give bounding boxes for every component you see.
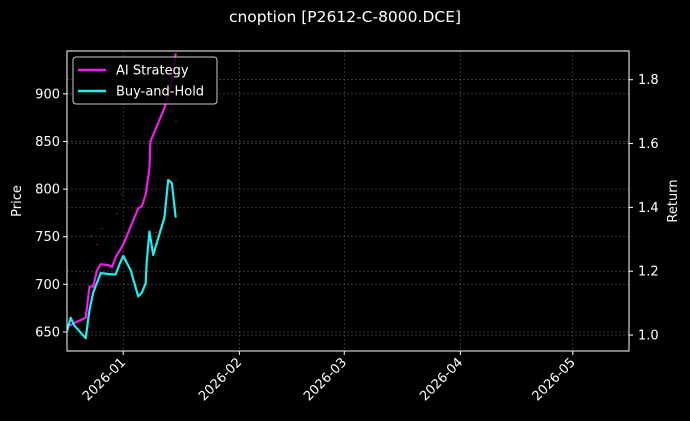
x-tick-label: 2026-03 [301,355,350,404]
y-right-tick-label: 1.2 [638,265,659,280]
y-left-tick-label: 650 [35,325,60,340]
buy-and-hold-line [67,178,177,340]
chart-title: cnoption [P2612-C-8000.DCE] [228,8,462,26]
grid [67,51,629,351]
x-tick-label: 2026-01 [80,355,129,404]
y-right-tick-label: 1.8 [638,73,659,88]
y-left-tick-label: 700 [35,278,60,293]
x-tick-label: 2026-05 [530,355,579,404]
y-right-tick-label: 1.6 [638,137,659,152]
x-tick-label: 2026-04 [417,355,466,404]
y-left-tick-label: 850 [35,135,60,150]
y-left-tick-label: 900 [35,87,60,102]
x-tick-label: 2026-02 [196,355,245,404]
y-right-tick-label: 1.0 [638,329,659,344]
legend-label: Buy-and-Hold [116,85,204,100]
y-right-tick-label: 1.4 [638,201,659,216]
legend-label: AI Strategy [116,64,189,79]
y-left-axis-label: Price [10,185,25,217]
ai-strategy-line [67,53,177,329]
y-left-tick-label: 750 [35,230,60,245]
y-left-tick-label: 800 [35,183,60,198]
plot-frame [66,50,630,352]
trade-markers [90,121,177,245]
y-right-axis-label: Return [666,179,681,222]
legend: AI Strategy Buy-and-Hold [72,56,218,105]
